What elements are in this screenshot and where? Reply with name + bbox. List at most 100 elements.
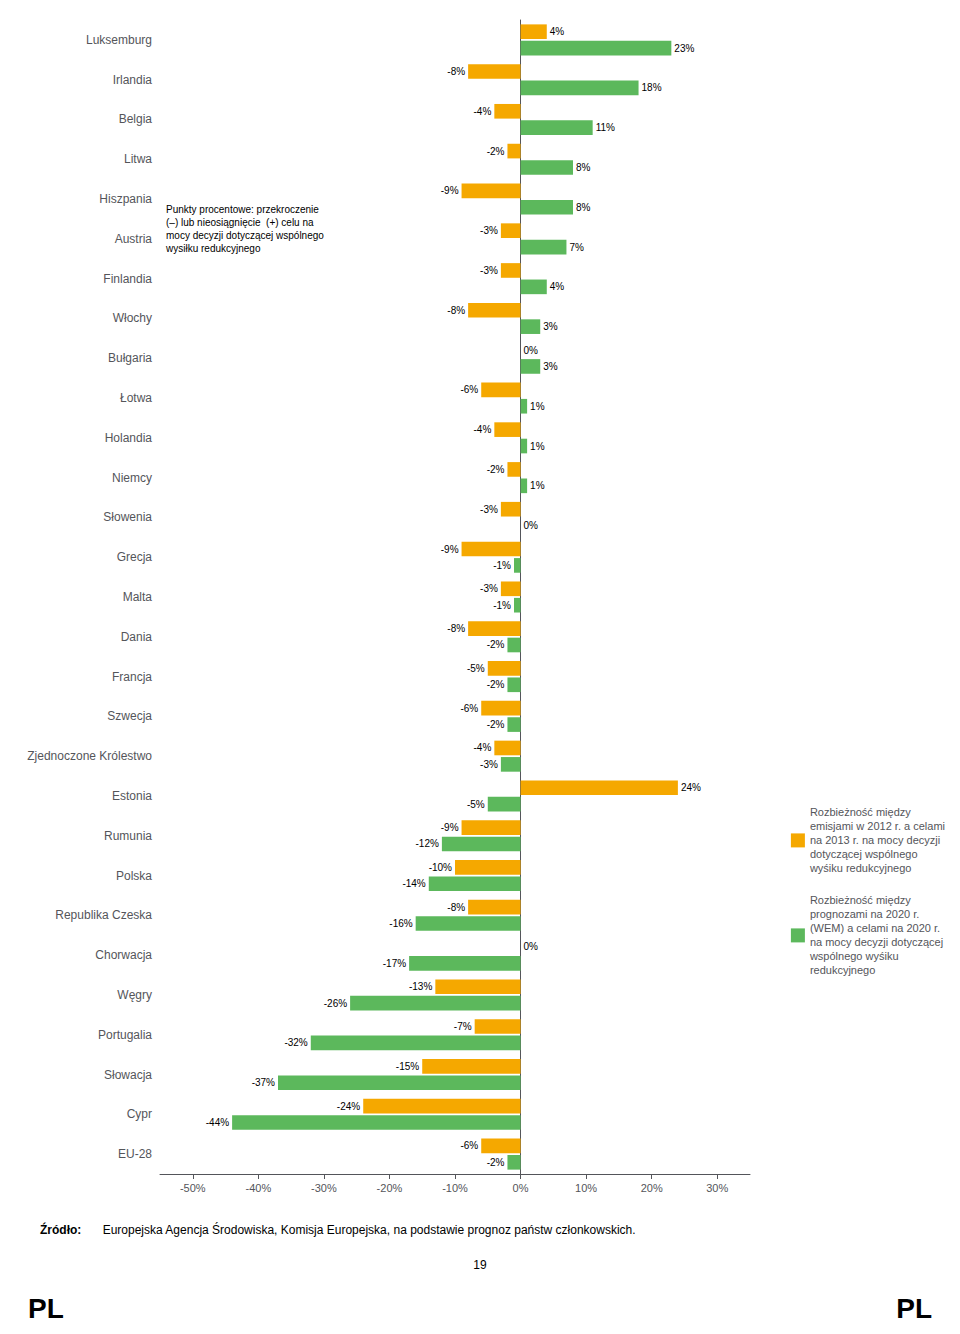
- svg-text:Hiszpania: Hiszpania: [99, 192, 152, 206]
- svg-text:-32%: -32%: [284, 1037, 307, 1048]
- svg-text:wysiłku redukcyjnego: wysiłku redukcyjnego: [165, 243, 261, 254]
- svg-text:Źródło:: Źródło:: [40, 1222, 81, 1237]
- svg-text:-4%: -4%: [474, 106, 492, 117]
- svg-text:Łotwa: Łotwa: [120, 391, 152, 405]
- svg-text:Belgia: Belgia: [119, 112, 153, 126]
- svg-text:23%: 23%: [674, 43, 694, 54]
- svg-text:emisjami w 2012 r. a celami: emisjami w 2012 r. a celami: [810, 820, 945, 832]
- svg-text:-1%: -1%: [493, 600, 511, 611]
- svg-text:Słowacja: Słowacja: [104, 1068, 152, 1082]
- svg-text:-5%: -5%: [467, 663, 485, 674]
- svg-text:4%: 4%: [550, 26, 565, 37]
- svg-text:Rozbieżność między: Rozbieżność między: [810, 894, 911, 906]
- svg-text:-5%: -5%: [467, 799, 485, 810]
- svg-text:-3%: -3%: [480, 759, 498, 770]
- svg-text:PL: PL: [896, 1293, 932, 1324]
- svg-text:4%: 4%: [550, 281, 565, 292]
- svg-text:-2%: -2%: [487, 464, 505, 475]
- svg-text:(WEM) a celami na 2020 r.: (WEM) a celami na 2020 r.: [810, 922, 940, 934]
- svg-text:-20%: -20%: [377, 1182, 403, 1194]
- svg-text:-2%: -2%: [487, 679, 505, 690]
- svg-text:-2%: -2%: [487, 719, 505, 730]
- svg-text:Włochy: Włochy: [113, 311, 152, 325]
- svg-text:7%: 7%: [569, 242, 584, 253]
- svg-text:Francja: Francja: [112, 670, 152, 684]
- svg-text:1%: 1%: [530, 401, 545, 412]
- svg-text:Estonia: Estonia: [112, 789, 152, 803]
- svg-text:Rumunia: Rumunia: [104, 829, 152, 843]
- svg-text:-2%: -2%: [487, 146, 505, 157]
- svg-text:Chorwacja: Chorwacja: [95, 948, 152, 962]
- svg-text:-14%: -14%: [402, 878, 425, 889]
- svg-text:-3%: -3%: [480, 265, 498, 276]
- svg-text:Holandia: Holandia: [105, 431, 153, 445]
- svg-text:Węgry: Węgry: [117, 988, 152, 1002]
- svg-text:-40%: -40%: [245, 1182, 271, 1194]
- svg-text:10%: 10%: [575, 1182, 597, 1194]
- svg-text:Grecja: Grecja: [117, 550, 153, 564]
- svg-text:Malta: Malta: [123, 590, 153, 604]
- svg-text:Szwecja: Szwecja: [107, 709, 152, 723]
- svg-text:-9%: -9%: [441, 822, 459, 833]
- svg-text:-26%: -26%: [324, 998, 347, 1009]
- svg-text:-30%: -30%: [311, 1182, 337, 1194]
- svg-text:0%: 0%: [524, 345, 539, 356]
- svg-text:Portugalia: Portugalia: [98, 1028, 152, 1042]
- svg-text:wspólnego wyśiku: wspólnego wyśiku: [809, 950, 899, 962]
- svg-text:-6%: -6%: [460, 384, 478, 395]
- svg-text:EU-28: EU-28: [118, 1147, 152, 1161]
- svg-text:Dania: Dania: [121, 630, 153, 644]
- svg-text:8%: 8%: [576, 202, 591, 213]
- svg-text:11%: 11%: [596, 122, 615, 133]
- svg-text:-8%: -8%: [447, 66, 465, 77]
- svg-text:wyśiku redukcyjnego: wyśiku redukcyjnego: [809, 862, 912, 874]
- svg-text:20%: 20%: [641, 1182, 663, 1194]
- svg-text:Polska: Polska: [116, 869, 152, 883]
- svg-text:Republika Czeska: Republika Czeska: [55, 908, 152, 922]
- svg-text:-8%: -8%: [447, 305, 465, 316]
- svg-text:-12%: -12%: [416, 838, 439, 849]
- svg-text:Finlandia: Finlandia: [103, 272, 152, 286]
- svg-text:Bułgaria: Bułgaria: [108, 351, 152, 365]
- svg-text:-3%: -3%: [480, 504, 498, 515]
- svg-text:3%: 3%: [543, 361, 558, 372]
- svg-text:Cypr: Cypr: [127, 1107, 152, 1121]
- svg-text:na mocy decyzji dotyczącej: na mocy decyzji dotyczącej: [810, 936, 943, 948]
- svg-text:19: 19: [473, 1258, 487, 1272]
- svg-text:na 2013 r. na mocy decyzji: na 2013 r. na mocy decyzji: [810, 834, 940, 846]
- svg-text:Litwa: Litwa: [124, 152, 152, 166]
- svg-text:1%: 1%: [530, 441, 545, 452]
- svg-text:-2%: -2%: [487, 1157, 505, 1168]
- svg-text:Niemcy: Niemcy: [112, 471, 152, 485]
- svg-text:-7%: -7%: [454, 1021, 472, 1032]
- svg-text:-10%: -10%: [442, 1182, 468, 1194]
- svg-text:1%: 1%: [530, 480, 545, 491]
- svg-text:-16%: -16%: [389, 918, 412, 929]
- svg-text:(–) lub nieosiągnięcie (+) ce: (–) lub nieosiągnięcie (+) celu na: [166, 217, 314, 228]
- svg-text:-2%: -2%: [487, 639, 505, 650]
- svg-text:Luksemburg: Luksemburg: [86, 33, 152, 47]
- svg-text:-6%: -6%: [460, 1140, 478, 1151]
- svg-text:-15%: -15%: [396, 1061, 419, 1072]
- svg-text:-4%: -4%: [474, 424, 492, 435]
- svg-text:0%: 0%: [513, 1182, 529, 1194]
- svg-text:24%: 24%: [681, 782, 701, 793]
- svg-text:PL: PL: [28, 1293, 64, 1324]
- svg-text:Europejska Agencja Środowiska,: Europejska Agencja Środowiska, Komisja E…: [99, 1222, 635, 1237]
- svg-text:mocy decyzji dotyczącej wspóln: mocy decyzji dotyczącej wspólnego: [166, 230, 324, 241]
- svg-text:dotyczącej wspólnego: dotyczącej wspólnego: [810, 848, 918, 860]
- svg-text:3%: 3%: [543, 321, 558, 332]
- svg-text:-50%: -50%: [180, 1182, 206, 1194]
- svg-text:-3%: -3%: [480, 225, 498, 236]
- svg-text:-44%: -44%: [206, 1117, 229, 1128]
- svg-text:-4%: -4%: [474, 742, 492, 753]
- svg-text:Rozbieżność między: Rozbieżność między: [810, 806, 911, 818]
- svg-text:-6%: -6%: [460, 703, 478, 714]
- svg-text:-24%: -24%: [337, 1101, 360, 1112]
- svg-text:Punkty procentowe: przekroczen: Punkty procentowe: przekroczenie: [166, 204, 319, 215]
- svg-text:prognozami na 2020 r.: prognozami na 2020 r.: [810, 908, 919, 920]
- svg-text:0%: 0%: [524, 520, 539, 531]
- svg-text:redukcyjnego: redukcyjnego: [810, 964, 875, 976]
- svg-text:30%: 30%: [706, 1182, 728, 1194]
- svg-text:-10%: -10%: [429, 862, 452, 873]
